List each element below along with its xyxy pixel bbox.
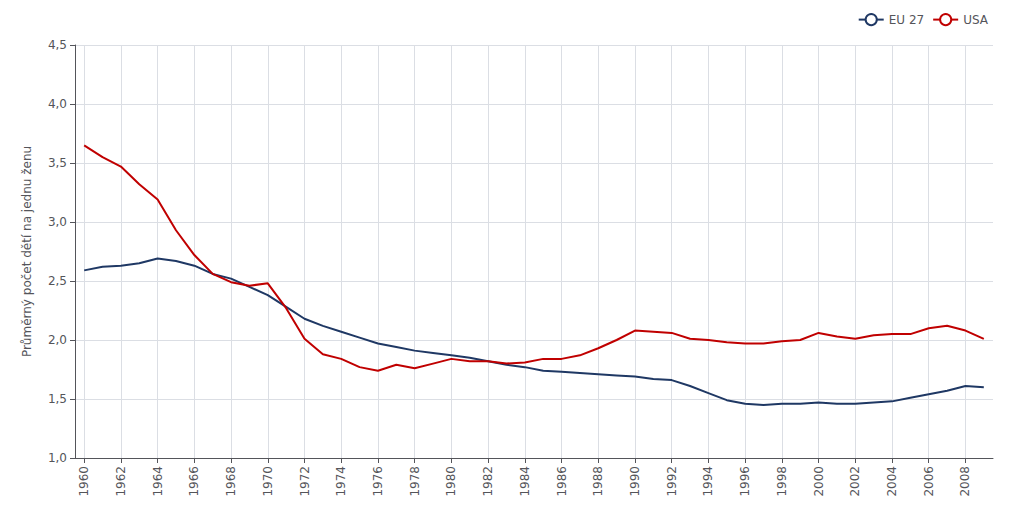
svg-text:Průměrný počet dětí na jednu ž: Průměrný počet dětí na jednu ženu	[20, 146, 34, 357]
svg-text:1994: 1994	[701, 466, 715, 497]
svg-text:1988: 1988	[591, 466, 605, 497]
svg-text:1984: 1984	[518, 466, 532, 497]
svg-text:1992: 1992	[665, 466, 679, 497]
svg-text:1,0: 1,0	[48, 451, 67, 465]
svg-text:1968: 1968	[224, 466, 238, 497]
svg-text:2,5: 2,5	[48, 274, 67, 288]
svg-text:2002: 2002	[848, 466, 862, 497]
svg-text:1982: 1982	[481, 466, 495, 497]
svg-text:1998: 1998	[775, 466, 789, 497]
svg-text:1980: 1980	[444, 466, 458, 497]
svg-text:1976: 1976	[371, 466, 385, 497]
svg-text:1962: 1962	[114, 466, 128, 497]
svg-text:USA: USA	[963, 13, 989, 27]
svg-text:2,0: 2,0	[48, 333, 67, 347]
svg-text:1964: 1964	[151, 466, 165, 497]
svg-text:1960: 1960	[77, 466, 91, 497]
svg-text:1972: 1972	[298, 466, 312, 497]
svg-text:4,5: 4,5	[48, 38, 67, 52]
svg-text:3,0: 3,0	[48, 215, 67, 229]
svg-text:2008: 2008	[958, 466, 972, 497]
svg-text:1970: 1970	[261, 466, 275, 497]
svg-text:EU 27: EU 27	[889, 13, 924, 27]
svg-text:1996: 1996	[738, 466, 752, 497]
svg-text:1990: 1990	[628, 466, 642, 497]
svg-text:1966: 1966	[187, 466, 201, 497]
svg-text:2004: 2004	[885, 466, 899, 497]
svg-text:2006: 2006	[922, 466, 936, 497]
svg-text:3,5: 3,5	[48, 156, 67, 170]
svg-text:1986: 1986	[555, 466, 569, 497]
svg-text:1974: 1974	[334, 466, 348, 497]
svg-text:2000: 2000	[812, 466, 826, 497]
svg-text:1,5: 1,5	[48, 392, 67, 406]
svg-text:1978: 1978	[408, 466, 422, 497]
svg-text:4,0: 4,0	[48, 97, 67, 111]
